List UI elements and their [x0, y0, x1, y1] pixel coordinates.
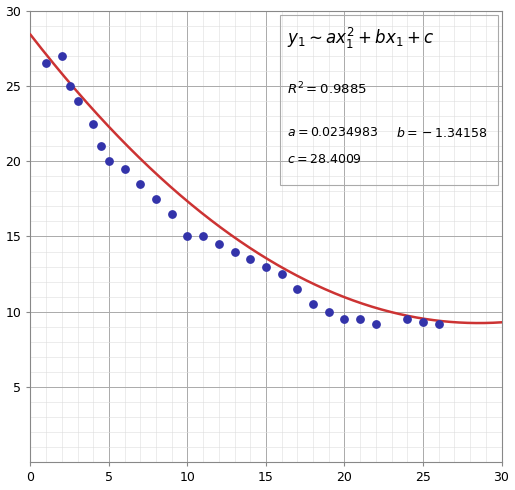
Point [168, 210, 176, 218]
Point [246, 255, 254, 263]
Point [372, 320, 380, 328]
Point [199, 233, 208, 241]
Point [262, 263, 270, 270]
Bar [280, 15, 497, 185]
Point [105, 157, 113, 165]
Point [356, 316, 364, 323]
Point [324, 308, 333, 316]
Point [435, 320, 443, 328]
Point [403, 316, 411, 323]
Text: $b = -1.34158$: $b = -1.34158$ [396, 126, 487, 140]
Point [136, 180, 145, 188]
Point [121, 165, 129, 172]
Text: $a = 0.0234983$: $a = 0.0234983$ [287, 126, 379, 139]
Point [419, 318, 427, 326]
Point [278, 270, 286, 278]
Point [97, 142, 105, 150]
Point [152, 195, 160, 203]
Text: $c = 28.4009$: $c = 28.4009$ [287, 153, 362, 166]
Point [74, 97, 82, 105]
Point [65, 82, 74, 90]
Point [58, 52, 66, 60]
Point [42, 59, 50, 67]
Text: $y_1{\sim}ax_1^2 + bx_1 + c$: $y_1{\sim}ax_1^2 + bx_1 + c$ [287, 26, 435, 51]
Point [340, 316, 349, 323]
Point [309, 300, 317, 308]
Point [183, 233, 192, 241]
Point [215, 240, 223, 248]
Text: $R^2 = 0.9885$: $R^2 = 0.9885$ [287, 80, 367, 97]
Point [293, 285, 301, 293]
Point [230, 247, 238, 255]
Point [89, 120, 97, 127]
